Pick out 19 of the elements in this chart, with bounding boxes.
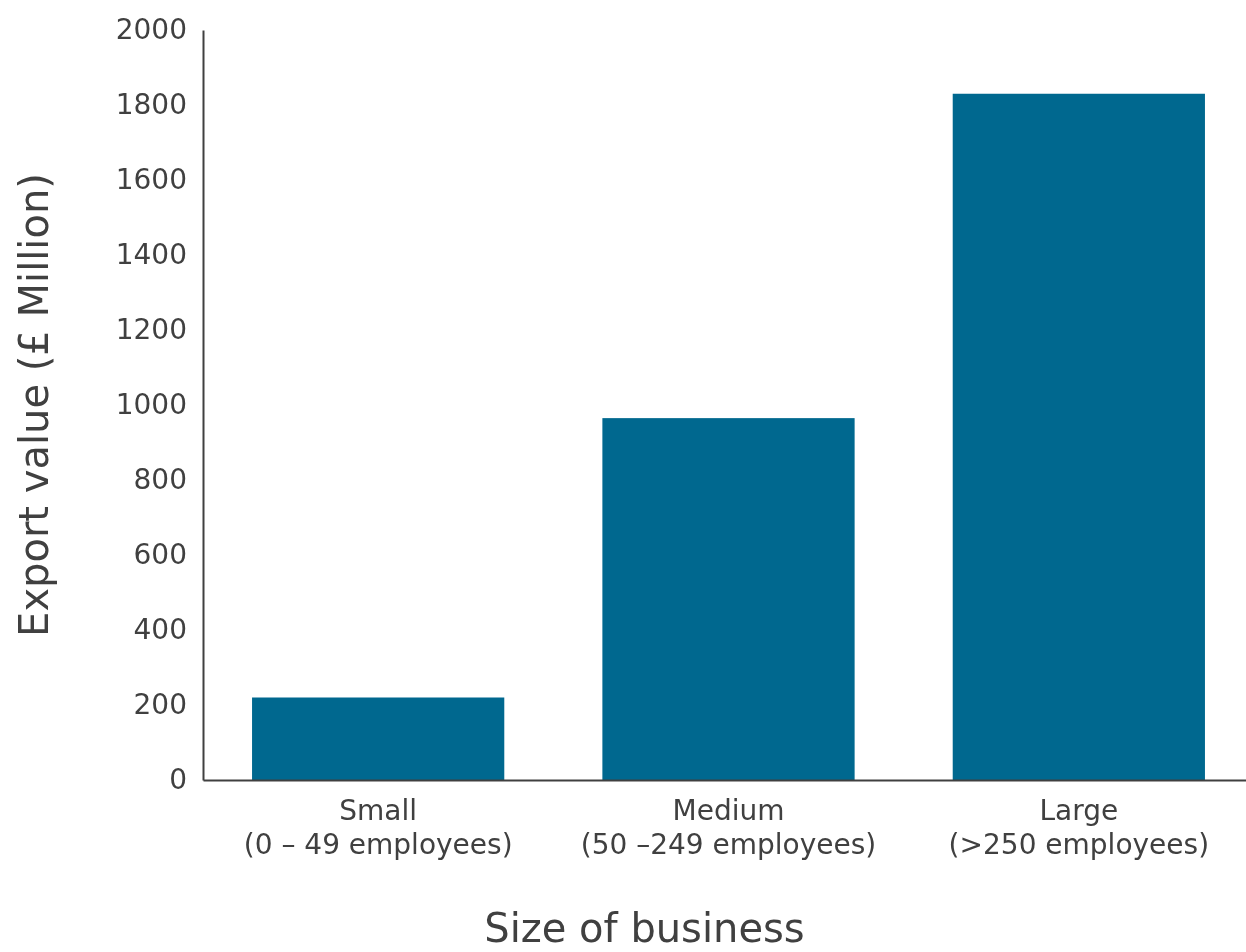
y-tick-label: 1000 — [115, 388, 187, 422]
y-tick-label: 200 — [133, 688, 187, 722]
y-tick-label: 1400 — [115, 238, 187, 272]
bar — [252, 697, 505, 780]
x-axis-title: Size of business — [484, 905, 805, 951]
y-tick-label: 1600 — [115, 163, 187, 197]
y-tick-label: 0 — [169, 763, 187, 797]
bar — [952, 93, 1205, 780]
x-tick-label: Large (>250 employees) — [948, 794, 1210, 861]
y-tick-label: 800 — [133, 463, 187, 497]
y-tick-label: 600 — [133, 538, 187, 572]
y-tick-label: 1200 — [115, 313, 187, 347]
y-tick-label: 2000 — [115, 13, 187, 47]
y-tick-label: 1800 — [115, 88, 187, 122]
y-axis-title: Export value (£ Million) — [11, 173, 57, 637]
x-tick-label: Medium (50 –249 employees) — [580, 794, 877, 861]
x-tick-label: Small (0 – 49 employees) — [243, 794, 513, 861]
y-tick-label: 400 — [133, 613, 187, 647]
bar — [602, 418, 855, 780]
